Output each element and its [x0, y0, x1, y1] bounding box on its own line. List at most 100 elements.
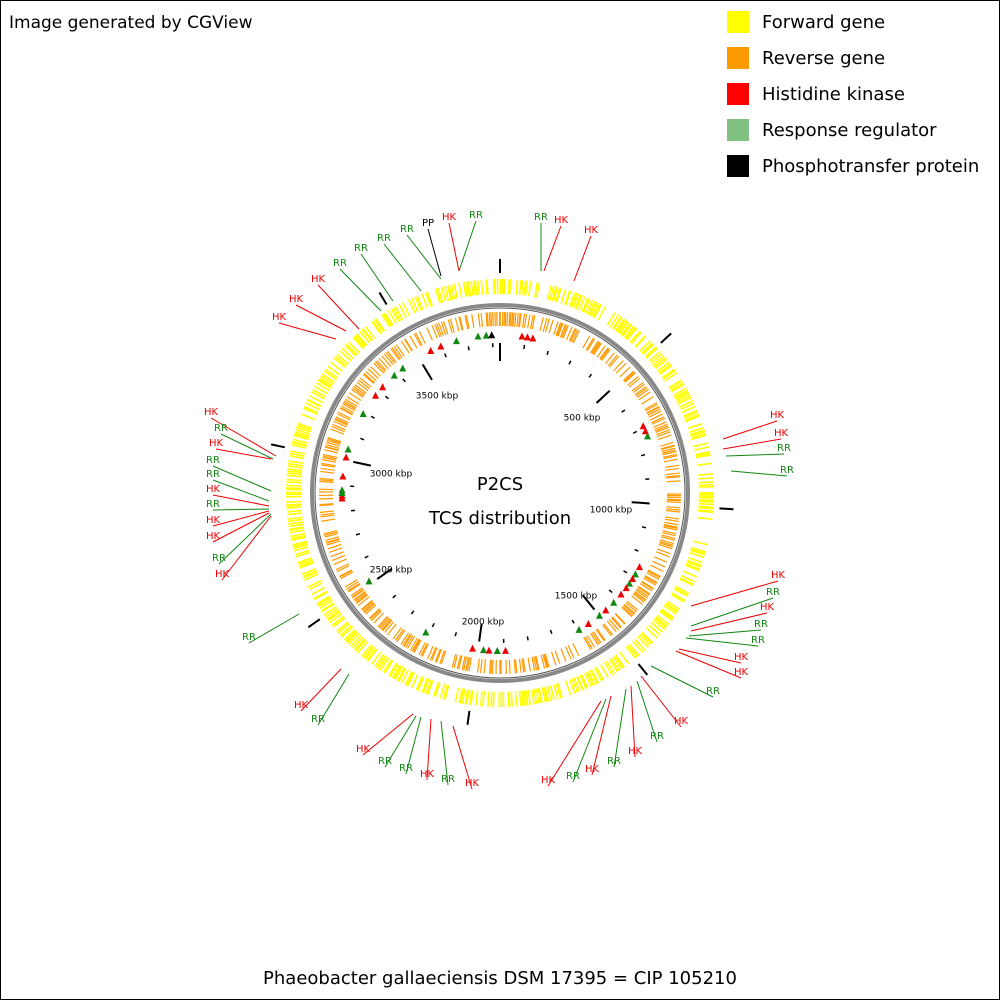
forward-gene [374, 319, 385, 333]
feature-label: RR [441, 774, 455, 785]
reverse-gene [571, 329, 579, 343]
forward-gene [357, 641, 369, 654]
forward-gene [679, 399, 694, 408]
forward-gene [308, 395, 324, 404]
forward-gene [587, 300, 596, 315]
forward-gene [614, 655, 625, 669]
forward-gene [300, 413, 316, 421]
forward-gene [286, 472, 302, 476]
tick [370, 415, 375, 419]
reverse-gene [342, 403, 356, 412]
forward-gene [698, 500, 714, 503]
reverse-gene [508, 312, 511, 327]
feature-label: HK [674, 716, 689, 727]
reverse-gene [635, 589, 648, 599]
forward-gene [288, 523, 304, 528]
outer-tick [378, 291, 388, 305]
reverse-gene [451, 653, 457, 668]
forward-gene [698, 510, 714, 514]
reverse-gene [569, 328, 577, 342]
forward-gene [670, 593, 685, 603]
forward-gene [586, 671, 595, 686]
reverse-gene [666, 501, 681, 504]
reverse-gene [412, 639, 421, 653]
forward-gene [525, 690, 529, 706]
reverse-gene [665, 472, 680, 476]
forward-gene [589, 669, 599, 684]
feature-label: RR [399, 763, 413, 774]
forward-gene [453, 283, 459, 299]
forward-gene [670, 383, 685, 393]
reverse-gene [666, 474, 681, 478]
reverse-gene [415, 332, 423, 346]
backbone [310, 303, 690, 683]
forward-gene [303, 405, 319, 414]
forward-gene [317, 379, 332, 389]
forward-gene [612, 316, 623, 330]
feature-label: HK [206, 515, 221, 526]
forward-gene [603, 661, 614, 676]
reverse-gene [632, 593, 645, 603]
reverse-gene [647, 408, 661, 416]
reverse-gene [609, 355, 620, 368]
reverse-gene [641, 581, 654, 590]
reverse-gene [562, 325, 569, 339]
reverse-gene [658, 543, 673, 550]
reverse-gene [543, 653, 549, 668]
feature-glyph [452, 337, 460, 345]
reverse-gene [646, 572, 660, 580]
tick [364, 555, 369, 559]
forward-gene [316, 595, 331, 605]
feature-leader [688, 629, 762, 637]
reverse-gene [548, 319, 554, 334]
reverse-gene [596, 628, 606, 641]
feature-glyph [342, 453, 350, 461]
forward-gene [508, 691, 511, 707]
reverse-gene [357, 596, 370, 607]
forward-gene [466, 281, 471, 297]
feature-label: RR [378, 756, 392, 767]
reverse-gene [346, 581, 359, 590]
feature-leader [212, 508, 270, 511]
reverse-gene [356, 381, 369, 392]
feature-label: HK [734, 667, 749, 678]
reverse-gene [376, 360, 387, 372]
forward-gene [437, 287, 444, 303]
feature-label: HK [760, 602, 775, 613]
tick [523, 344, 526, 350]
reverse-gene [626, 600, 639, 611]
forward-gene [311, 586, 326, 596]
reverse-gene [627, 375, 639, 386]
feature-label: HK [771, 570, 786, 581]
forward-gene [546, 686, 552, 701]
forward-gene [329, 612, 343, 624]
reverse-gene [353, 591, 366, 601]
reverse-gene [378, 616, 390, 629]
feature-glyph [344, 445, 352, 453]
reverse-gene [518, 658, 522, 673]
forward-gene [458, 688, 464, 704]
feature-leader [543, 225, 562, 272]
forward-gene [352, 636, 364, 649]
tick [549, 629, 553, 635]
forward-gene [686, 559, 702, 567]
forward-gene [286, 474, 302, 478]
reverse-gene [527, 657, 532, 672]
feature-label: HK [356, 744, 371, 755]
forward-gene [317, 596, 331, 606]
forward-gene [339, 350, 352, 362]
reverse-gene [431, 325, 438, 339]
feature-leader [690, 580, 779, 607]
reverse-gene [623, 371, 636, 382]
forward-gene [656, 361, 670, 372]
reverse-gene [378, 357, 389, 370]
forward-gene [541, 687, 547, 703]
forward-gene [296, 424, 312, 431]
feature-leader [730, 470, 788, 477]
forward-gene [325, 607, 339, 618]
reverse-gene [409, 637, 418, 651]
forward-gene [634, 638, 646, 651]
forward-gene [298, 558, 313, 566]
forward-gene [444, 685, 450, 700]
reverse-gene [466, 657, 471, 672]
